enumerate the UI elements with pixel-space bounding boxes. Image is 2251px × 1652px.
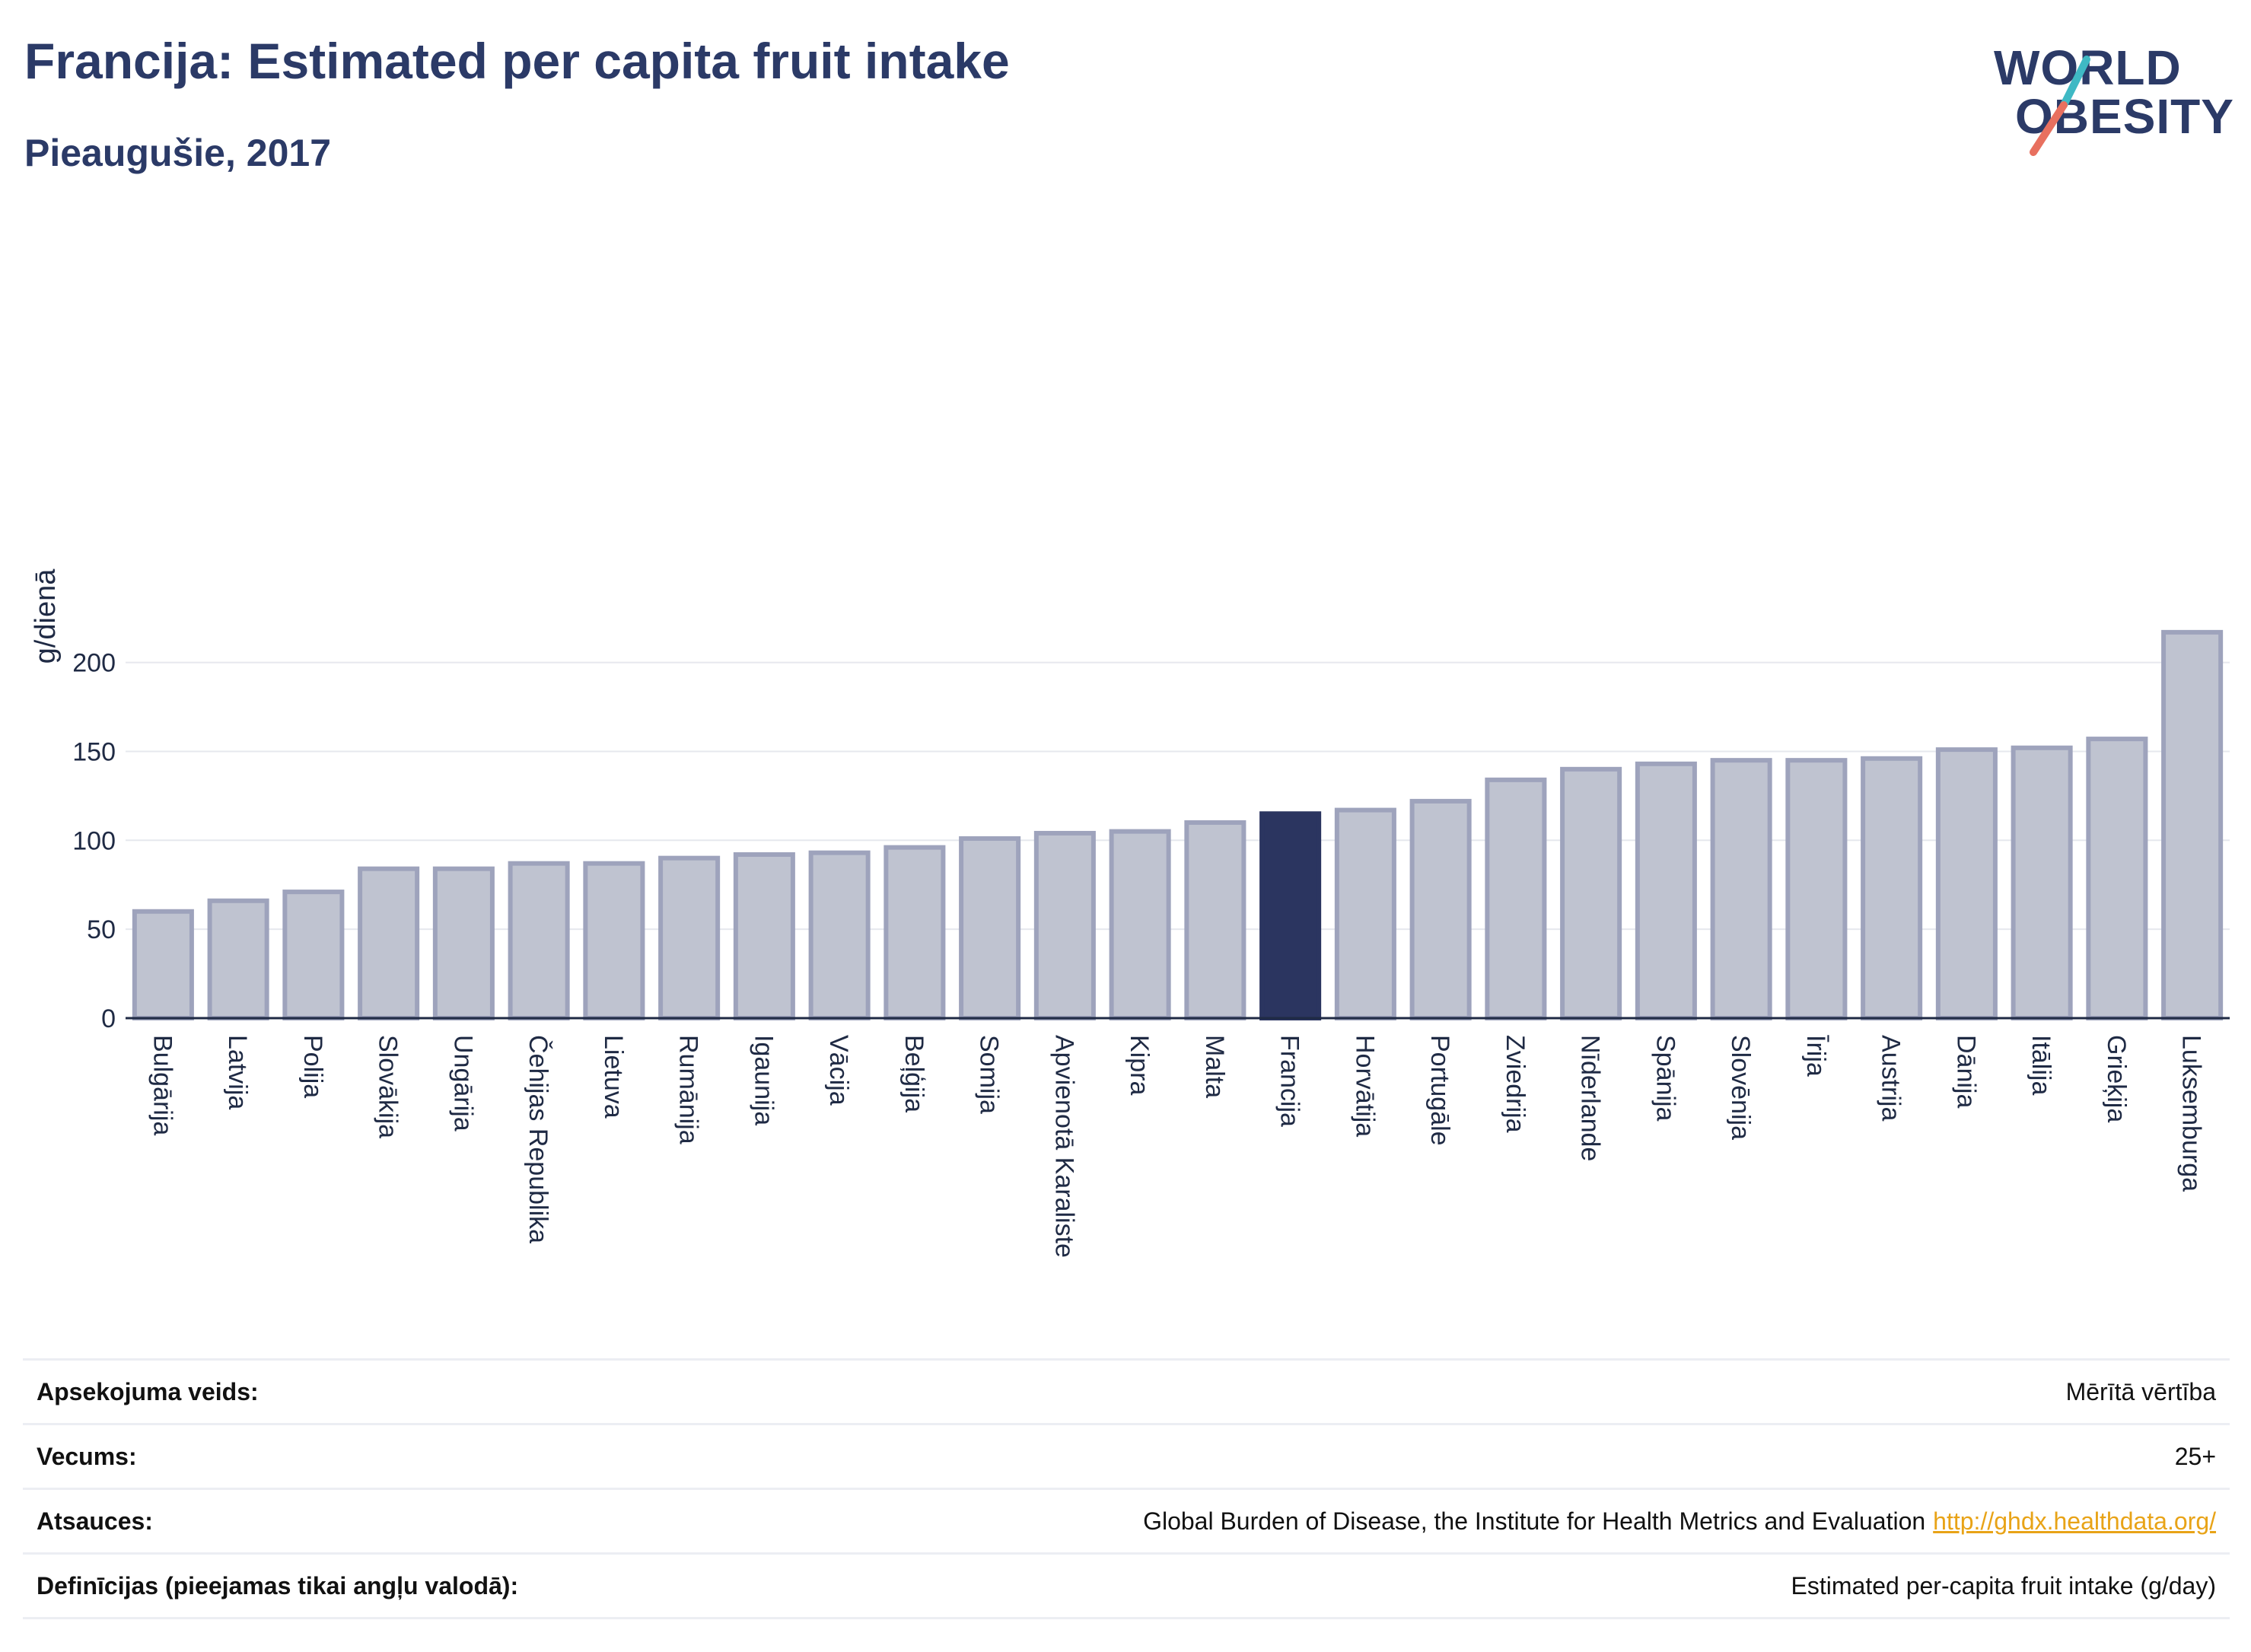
x-tick-label: Beļģija xyxy=(899,1035,928,1112)
bar-2[interactable] xyxy=(282,890,345,1020)
x-tick-label: Horvātija xyxy=(1350,1035,1379,1137)
bar-4[interactable] xyxy=(432,866,495,1021)
x-tick-label: Bulgārija xyxy=(148,1035,177,1135)
x-tick-label: Nīderlande xyxy=(1576,1035,1605,1161)
logo-word-2: OBESITY xyxy=(2015,89,2234,144)
bar-15[interactable] xyxy=(1259,811,1322,1020)
chart-subtitle: Pieaugušie, 2017 xyxy=(24,132,332,174)
x-tick-label: Malta xyxy=(1200,1035,1229,1098)
bar-22[interactable] xyxy=(1785,758,1848,1020)
bar-26[interactable] xyxy=(2086,737,2148,1020)
bars xyxy=(132,629,2224,1021)
meta-value-wrapper: Global Burden of Disease, the Institute … xyxy=(1143,1507,2230,1536)
x-tick-label: Igaunija xyxy=(749,1035,778,1125)
bar-1[interactable] xyxy=(207,898,269,1020)
bar-13[interactable] xyxy=(1109,829,1171,1020)
bar-24[interactable] xyxy=(1935,747,1998,1020)
bar-25[interactable] xyxy=(2011,745,2073,1020)
x-tick-label: Dānija xyxy=(1951,1035,1980,1108)
bar-9[interactable] xyxy=(808,850,871,1020)
bar-19[interactable] xyxy=(1560,766,1622,1020)
x-tick-label: Čehijas Republika xyxy=(524,1035,552,1243)
x-tick-label: Luksemburga xyxy=(2177,1035,2206,1192)
x-tick-label: Apvienotā Karaliste xyxy=(1049,1035,1078,1258)
meta-label: Vecums: xyxy=(37,1442,137,1470)
bar-3[interactable] xyxy=(358,866,420,1021)
world-obesity-logo[interactable]: WORLD OBESITY xyxy=(1979,38,2233,167)
x-tick-label: Polija xyxy=(298,1035,327,1098)
logo-slash-icon xyxy=(2030,56,2090,156)
x-tick-label: Austrija xyxy=(1877,1035,1906,1121)
bar-12[interactable] xyxy=(1033,830,1096,1021)
x-tick-label: Kipra xyxy=(1125,1035,1154,1095)
meta-row-references: Atsauces: Global Burden of Disease, the … xyxy=(23,1488,2230,1552)
bar-10[interactable] xyxy=(884,845,946,1021)
bar-27[interactable] xyxy=(2161,629,2224,1020)
y-axis-label: g/dienā xyxy=(30,568,62,664)
bar-7[interactable] xyxy=(658,855,721,1020)
meta-label: Apsekojuma veids: xyxy=(37,1377,259,1405)
chart-title: Francija: Estimated per capita fruit int… xyxy=(24,33,1010,89)
x-tick-label: Itālija xyxy=(2027,1035,2055,1095)
meta-row-survey-type: Apsekojuma veids: Mērītā vērtība xyxy=(23,1358,2230,1423)
bar-23[interactable] xyxy=(1861,756,1923,1020)
y-tick-label: 100 xyxy=(72,826,116,855)
meta-label: Atsauces: xyxy=(37,1507,153,1535)
metadata-table: Apsekojuma veids: Mērītā vērtība Vecums:… xyxy=(23,1358,2230,1619)
x-tick-label: Somija xyxy=(975,1035,1004,1114)
y-tick-label: 0 xyxy=(101,1004,116,1033)
logo-word-1: WORLD xyxy=(1994,40,2182,95)
bar-14[interactable] xyxy=(1184,820,1246,1020)
meta-value: Mērītā vērtība xyxy=(2065,1377,2216,1405)
x-tick-label: Ungārija xyxy=(448,1035,477,1132)
meta-label: Definīcijas (pieejamas tikai angļu valod… xyxy=(37,1571,519,1599)
y-tick-label: 50 xyxy=(87,915,116,944)
meta-value: Estimated per-capita fruit intake (g/day… xyxy=(1791,1571,2216,1599)
bar-0[interactable] xyxy=(132,909,194,1021)
y-tick-label: 200 xyxy=(72,649,116,678)
x-tick-label: Grieķija xyxy=(2102,1035,2131,1122)
x-tick-label: Rumānija xyxy=(674,1035,703,1144)
x-tick-label: Vācija xyxy=(824,1035,853,1106)
bar-6[interactable] xyxy=(583,861,645,1021)
bar-8[interactable] xyxy=(733,851,795,1020)
meta-value: Global Burden of Disease, the Institute … xyxy=(1143,1507,1926,1535)
x-tick-label: Īrija xyxy=(1801,1035,1830,1077)
bar-chart: 0 50 100 150 200 Bulgārija Latvija Polija Slovā… xyxy=(30,568,2230,1258)
y-tick-labels: 0 50 100 150 200 xyxy=(72,649,116,1033)
bar-16[interactable] xyxy=(1334,807,1396,1020)
x-tick-label: Portugāle xyxy=(1425,1035,1454,1146)
x-tick-labels: Bulgārija Latvija Polija Slovākija Ungārija Č… xyxy=(148,1035,2205,1258)
bar-18[interactable] xyxy=(1485,777,1547,1020)
meta-row-definitions: Definīcijas (pieejamas tikai angļu valod… xyxy=(23,1552,2230,1619)
y-tick-label: 150 xyxy=(72,737,116,766)
source-link[interactable]: http://ghdx.healthdata.org/ xyxy=(1933,1507,2216,1535)
x-tick-label: Latvija xyxy=(223,1035,252,1109)
bar-21[interactable] xyxy=(1710,758,1772,1020)
x-tick-label: Francija xyxy=(1275,1035,1304,1127)
meta-row-age: Vecums: 25+ xyxy=(23,1423,2230,1488)
bar-17[interactable] xyxy=(1409,798,1472,1020)
x-tick-label: Slovākija xyxy=(374,1035,403,1138)
bar-11[interactable] xyxy=(959,836,1021,1021)
x-tick-label: Lietuva xyxy=(599,1035,628,1119)
bar-20[interactable] xyxy=(1635,761,1697,1021)
x-tick-label: Slovēnija xyxy=(1726,1035,1755,1140)
x-tick-label: Spānija xyxy=(1651,1035,1679,1122)
x-tick-label: Zviedrija xyxy=(1501,1035,1530,1133)
meta-value: 25+ xyxy=(2174,1442,2216,1470)
bar-5[interactable] xyxy=(508,861,570,1021)
